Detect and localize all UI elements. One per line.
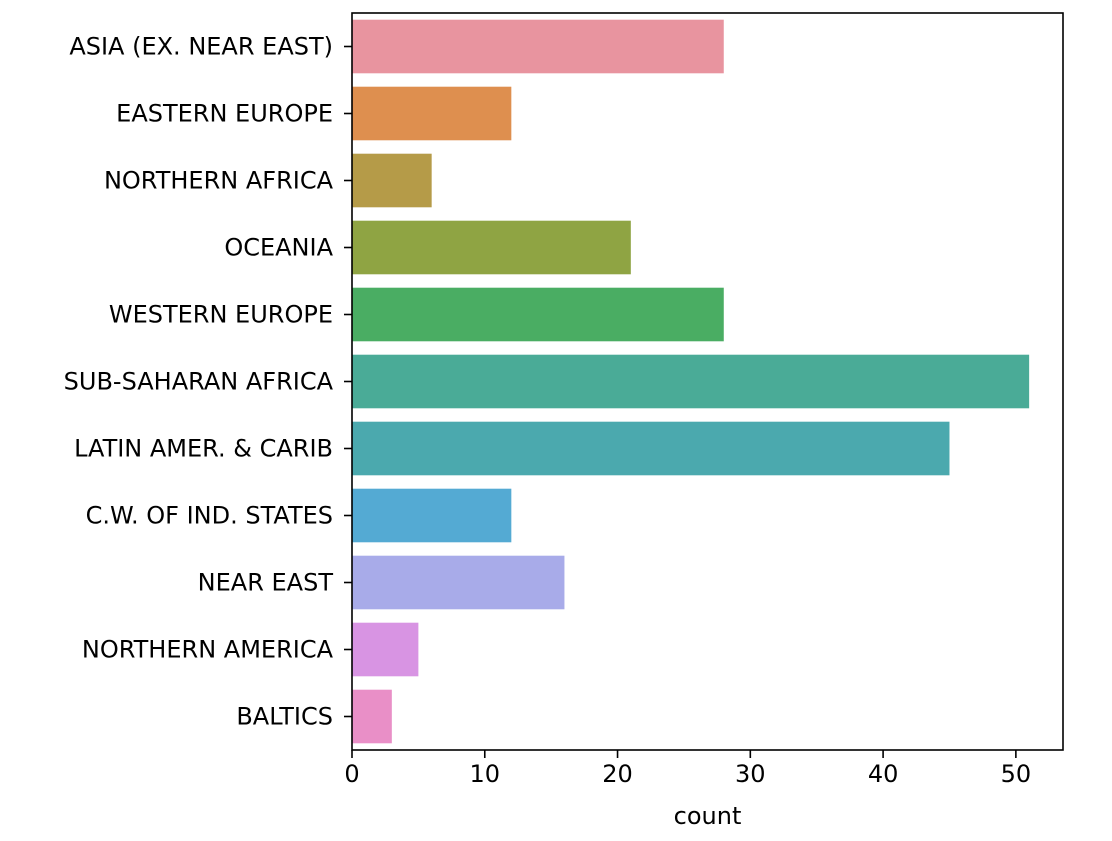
y-tick-label: NORTHERN AMERICA: [82, 636, 334, 664]
bar-group: [352, 19, 1030, 744]
x-tick-label: 30: [735, 760, 766, 788]
bar: [352, 421, 950, 476]
x-axis-ticks: 0 10 20 30 40 50: [344, 750, 1031, 788]
bar: [352, 488, 512, 543]
y-tick-label: EASTERN EUROPE: [116, 100, 333, 128]
y-tick-label: OCEANIA: [224, 234, 333, 262]
bar: [352, 19, 724, 74]
y-tick-label: ASIA (EX. NEAR EAST): [69, 33, 333, 61]
bar: [352, 622, 419, 677]
x-axis-title: count: [674, 802, 742, 830]
y-tick-label: NEAR EAST: [198, 569, 334, 597]
bar: [352, 555, 565, 610]
bar: [352, 354, 1030, 409]
x-tick-label: 0: [344, 760, 359, 788]
y-tick-label: LATIN AMER. & CARIB: [74, 435, 333, 463]
bar: [352, 153, 432, 208]
y-tick-label: C.W. OF IND. STATES: [86, 502, 333, 530]
y-axis-ticks: ASIA (EX. NEAR EAST) EASTERN EUROPE NORTHE…: [64, 33, 352, 731]
x-tick-label: 40: [868, 760, 899, 788]
x-tick-label: 20: [602, 760, 633, 788]
y-tick-label: WESTERN EUROPE: [109, 301, 333, 329]
bar: [352, 287, 724, 342]
y-tick-label: NORTHERN AFRICA: [104, 167, 334, 195]
bar: [352, 220, 631, 275]
plot-frame: [351, 12, 1064, 751]
y-tick-label: BALTICS: [236, 703, 333, 731]
bar: [352, 86, 512, 141]
bar: [352, 689, 392, 744]
x-tick-label: 50: [1001, 760, 1032, 788]
x-tick-label: 10: [469, 760, 500, 788]
y-tick-label: SUB-SAHARAN AFRICA: [64, 368, 334, 396]
